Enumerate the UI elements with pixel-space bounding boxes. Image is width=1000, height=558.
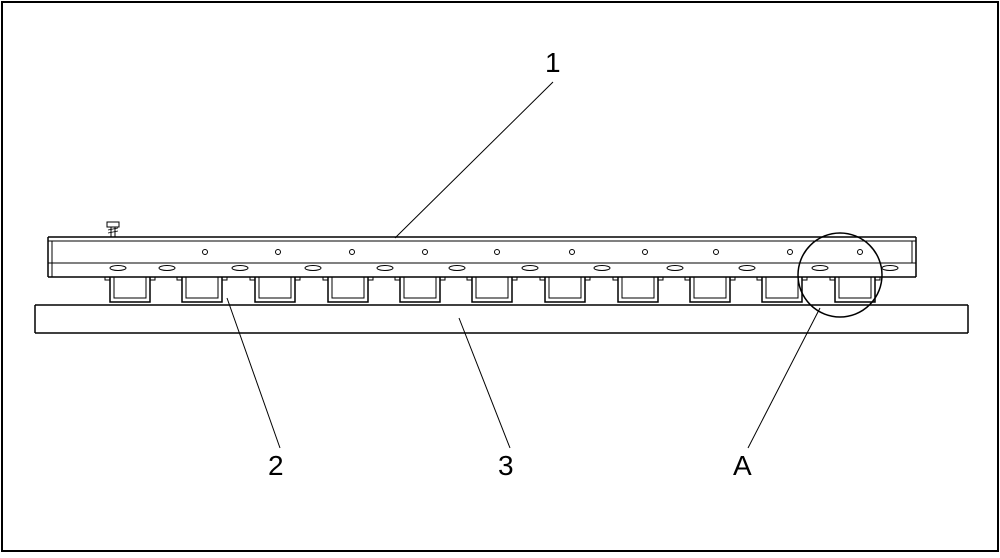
bolt — [107, 222, 119, 237]
leader-line-3 — [459, 318, 510, 448]
leader-line-1 — [395, 82, 553, 238]
notches-part-2 — [105, 277, 880, 302]
leader-line-a — [748, 308, 820, 448]
label-a: A — [733, 450, 752, 482]
label-3: 3 — [498, 450, 514, 482]
engineering-diagram: 1 2 3 A — [0, 0, 1000, 553]
label-1: 1 — [545, 47, 561, 79]
bottom-rail-part-3 — [35, 305, 968, 333]
label-2: 2 — [268, 450, 284, 482]
top-rail-part-1 — [48, 237, 916, 277]
leader-line-2 — [227, 298, 280, 448]
